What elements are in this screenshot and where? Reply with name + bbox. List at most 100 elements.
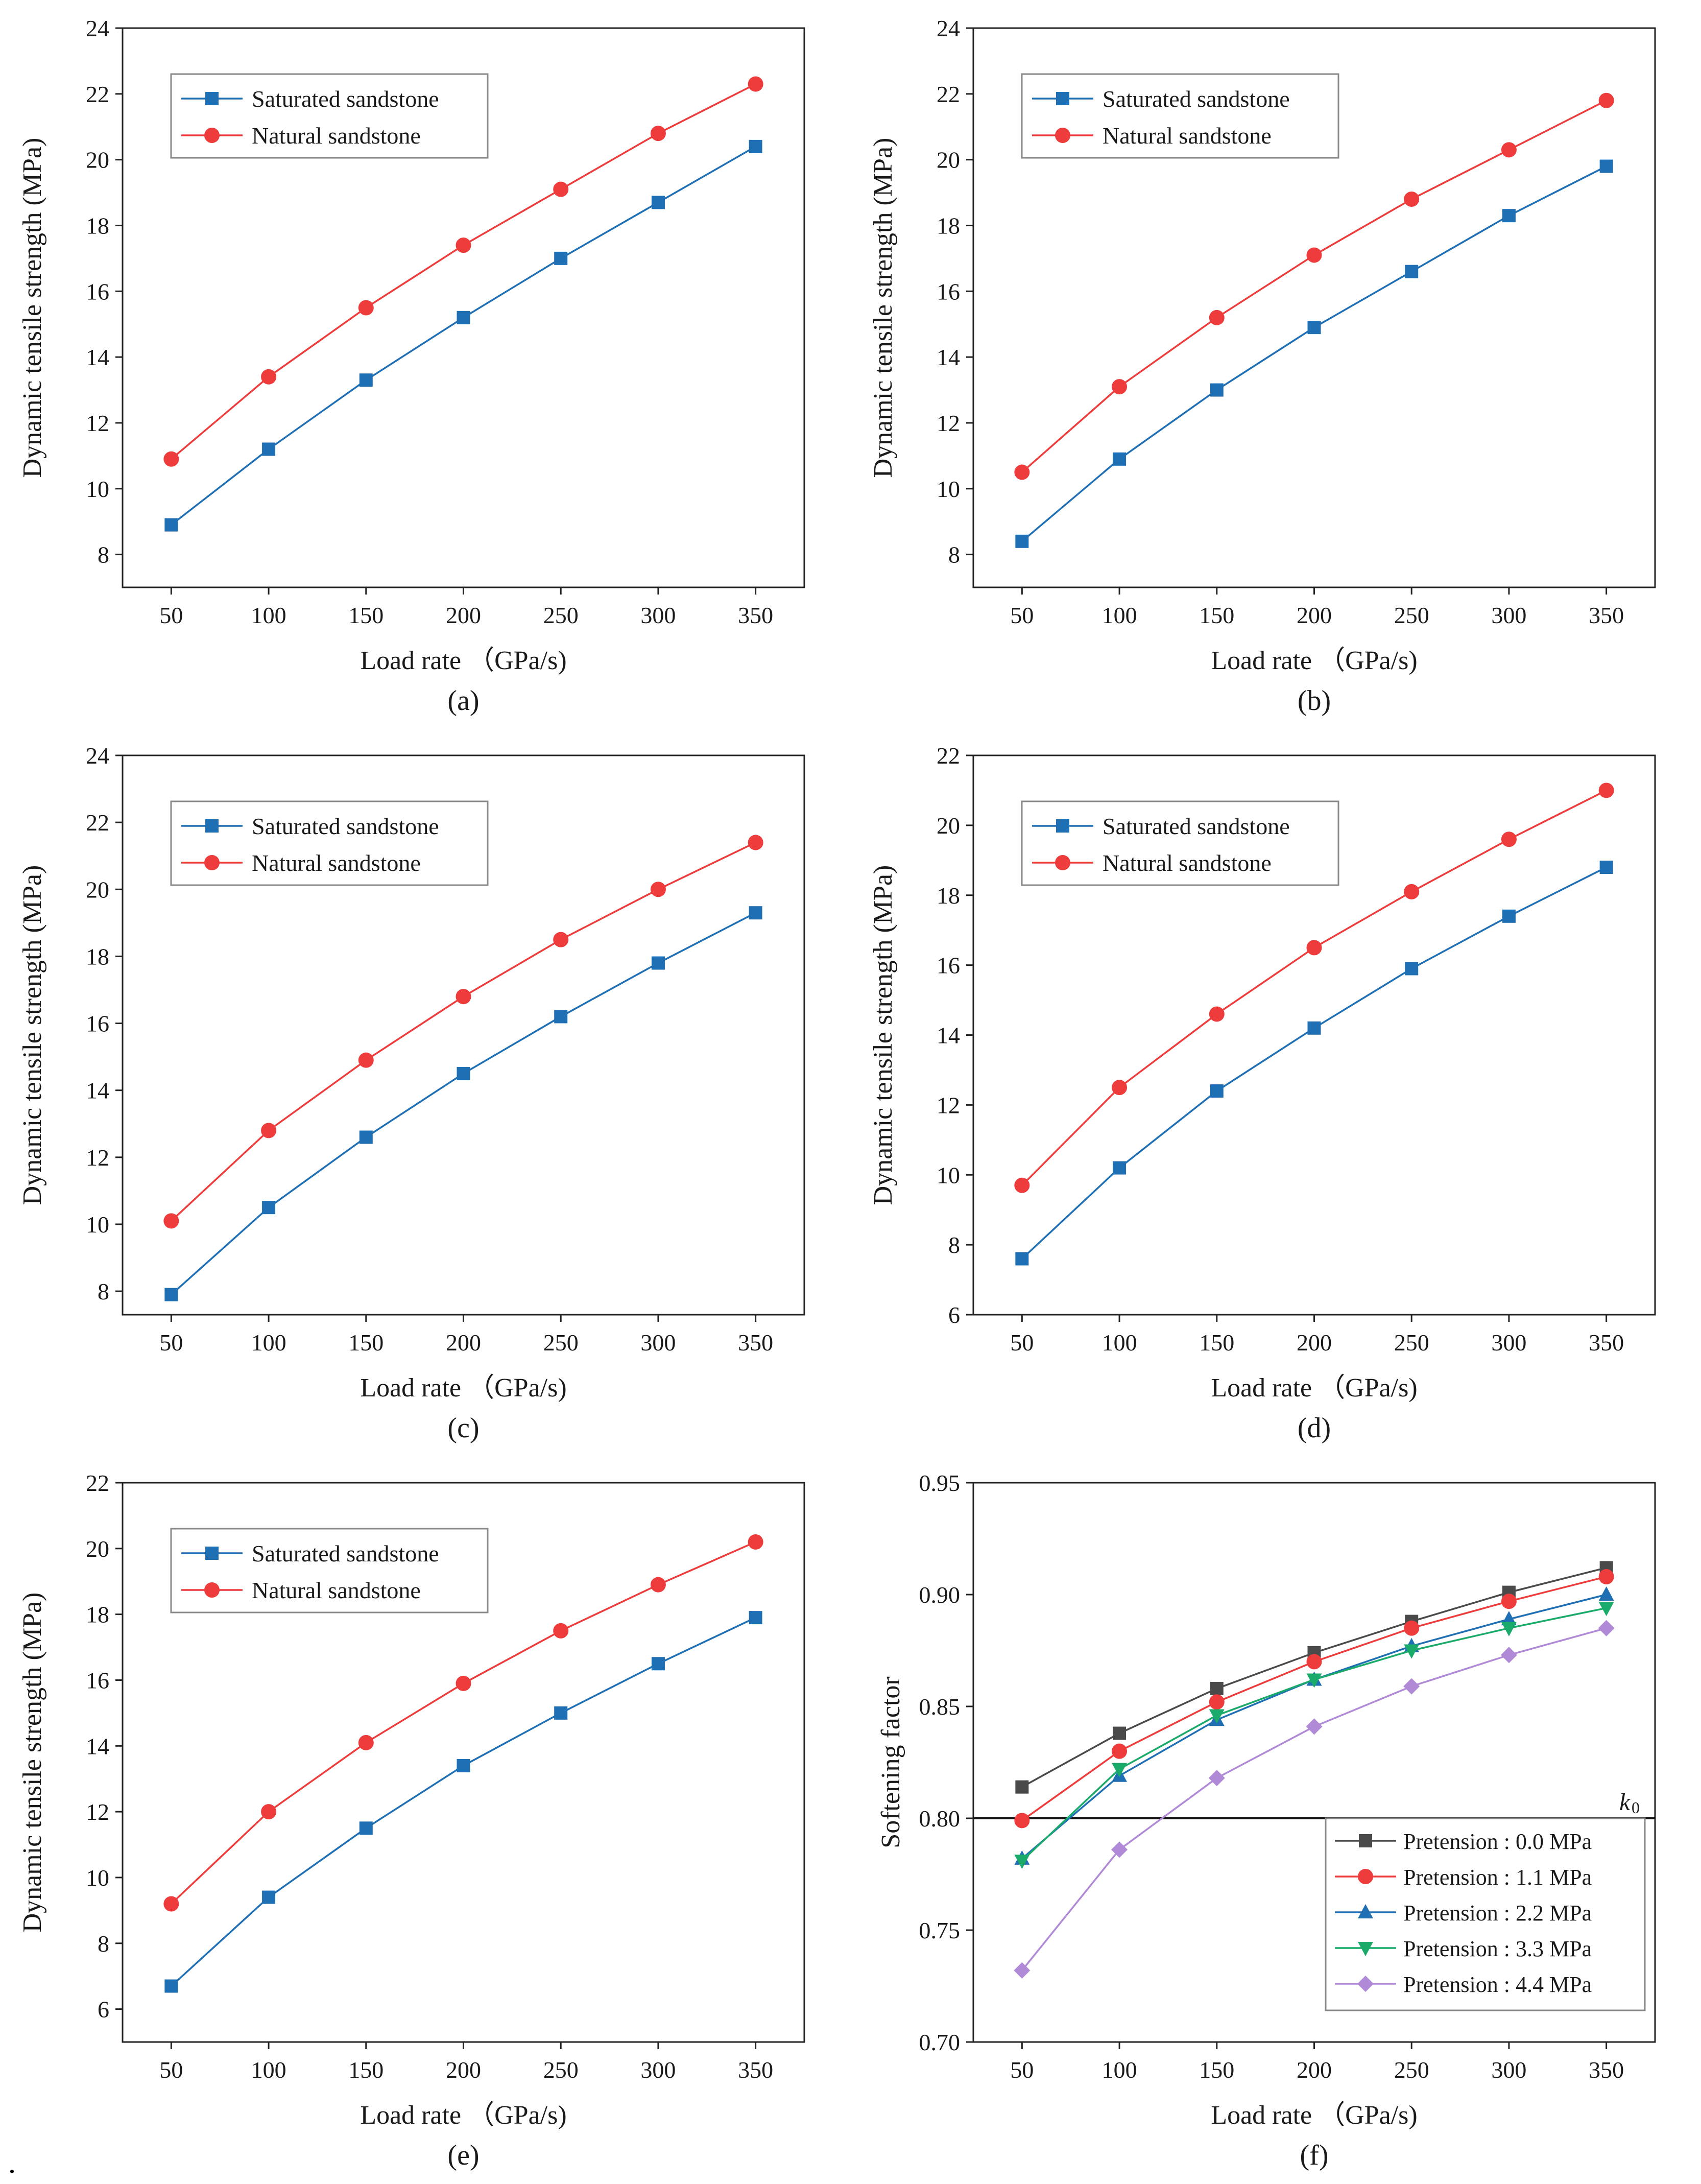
legend-label: Pretension : 2.2 MPa xyxy=(1403,1901,1592,1926)
data-point xyxy=(262,442,276,456)
data-point xyxy=(164,1288,178,1301)
y-tick-label: 10 xyxy=(86,1865,109,1891)
legend-box xyxy=(170,1528,489,1613)
x-tick-label: 350 xyxy=(1589,2057,1624,2083)
x-tick-label: 50 xyxy=(1010,1330,1034,1356)
data-point xyxy=(1501,1622,1517,1636)
y-tick-label: 12 xyxy=(86,1145,109,1171)
y-tick-label: 0.85 xyxy=(919,1694,961,1720)
panel-caption: (b) xyxy=(1298,685,1331,717)
data-point xyxy=(163,1896,179,1912)
series-1 xyxy=(1015,159,1613,548)
data-point xyxy=(1015,1252,1029,1266)
x-tick-label: 350 xyxy=(1589,602,1624,628)
y-axis-label: Dynamic tensile strength (MPa) xyxy=(869,865,898,1205)
y-tick-label: 14 xyxy=(937,1023,960,1049)
series-2 xyxy=(1014,92,1614,480)
legend-swatch-marker xyxy=(1055,855,1070,870)
y-tick-label: 24 xyxy=(937,15,960,41)
data-point xyxy=(1111,1841,1128,1858)
x-tick-label: 100 xyxy=(251,2057,286,2083)
x-tick-label: 200 xyxy=(446,602,481,628)
panel-a: 50 100 150 200 250 300 350 8 10 12 14 16 18 20 22 24 Loa… xyxy=(0,0,850,727)
chart-d: 50 100 150 200 250 300 350 6 8 10 12 14 16 18 20 22 Load… xyxy=(869,743,1656,1444)
data-point xyxy=(1598,1586,1614,1601)
y-tick-label: 8 xyxy=(948,1232,960,1258)
data-point xyxy=(748,76,763,92)
y-tick-label: 0.95 xyxy=(919,1470,961,1496)
panel-f: 50 100 150 200 250 300 350 0.70 0.75 0.80 0.85 0.90… xyxy=(851,1455,1701,2181)
x-tick-label: 150 xyxy=(348,1330,384,1356)
legend-box xyxy=(170,73,489,159)
data-point xyxy=(1014,1855,1030,1869)
y-tick-label: 18 xyxy=(937,212,960,239)
series-1 xyxy=(164,1611,762,1993)
y-tick-label: 18 xyxy=(86,1602,109,1628)
data-point xyxy=(1113,1161,1127,1175)
reference-line-label: k xyxy=(1619,1789,1631,1816)
legend: Pretension : 0.0 MPa Pretension : 1.1 MPa… xyxy=(1325,1817,1646,2011)
data-point xyxy=(553,181,569,197)
panel-d: 50 100 150 200 250 300 350 6 8 10 12 14 16 18 20 22 Load… xyxy=(851,727,1701,1454)
data-point xyxy=(749,139,762,153)
legend: Saturated sandstone Natural sandstone xyxy=(170,1528,489,1613)
y-tick-label: 12 xyxy=(937,410,960,436)
trailing-mark: . xyxy=(8,2146,16,2179)
data-point xyxy=(1112,379,1128,395)
data-point xyxy=(554,1706,568,1720)
series-1 xyxy=(164,906,762,1301)
y-tick-label: 8 xyxy=(98,1278,109,1304)
data-point xyxy=(1502,209,1516,223)
data-point xyxy=(1307,1021,1321,1035)
x-tick-label: 150 xyxy=(1199,602,1234,628)
x-tick-label: 200 xyxy=(446,2057,481,2083)
y-axis-label: Dynamic tensile strength (MPa) xyxy=(18,1593,47,1933)
x-tick-label: 300 xyxy=(640,2057,676,2083)
legend-swatch-marker xyxy=(1358,1869,1373,1884)
x-tick-label: 250 xyxy=(1394,2057,1429,2083)
x-tick-label: 300 xyxy=(640,1330,676,1356)
x-tick-label: 200 xyxy=(446,1330,481,1356)
x-tick-label: 250 xyxy=(543,602,579,628)
data-point xyxy=(457,1066,470,1080)
chart-b: 50 100 150 200 250 300 350 8 10 12 14 16 18 20 22 24 Loa… xyxy=(869,15,1656,717)
data-point xyxy=(553,1623,569,1639)
data-point xyxy=(456,989,471,1005)
data-point xyxy=(359,373,373,387)
legend: Saturated sandstone Natural sandstone xyxy=(1021,73,1339,159)
data-point xyxy=(164,1979,178,1993)
data-point xyxy=(1306,1718,1323,1735)
legend: Saturated sandstone Natural sandstone xyxy=(170,73,489,159)
x-tick-label: 100 xyxy=(1102,602,1137,628)
legend-box xyxy=(170,800,489,886)
legend-label: Pretension : 4.4 MPa xyxy=(1403,1972,1592,1997)
y-tick-label: 12 xyxy=(937,1092,960,1118)
y-tick-label: 10 xyxy=(937,476,960,502)
y-tick-label: 16 xyxy=(937,953,960,979)
series-line xyxy=(171,841,756,1222)
data-point xyxy=(1112,1080,1128,1096)
panel-c: 50 100 150 200 250 300 350 8 10 12 14 16 18 20 22 24 Loa… xyxy=(0,727,850,1454)
legend-swatch-marker xyxy=(204,128,220,143)
x-axis-label: Load rate （GPa/s) xyxy=(360,2101,566,2130)
x-tick-label: 50 xyxy=(1010,2057,1034,2083)
series-2 xyxy=(163,1534,763,1912)
chart-e: 50 100 150 200 250 300 350 6 8 10 12 14 16 18 20 22 Load… xyxy=(18,1470,805,2171)
y-tick-label: 16 xyxy=(86,278,109,304)
y-tick-label: 14 xyxy=(937,344,960,370)
data-point xyxy=(1014,1177,1030,1193)
legend-swatch-marker xyxy=(1056,92,1069,105)
y-tick-label: 6 xyxy=(98,1997,109,2023)
x-tick-label: 350 xyxy=(738,2057,773,2083)
data-point xyxy=(1112,1743,1128,1759)
legend: Saturated sandstone Natural sandstone xyxy=(1021,800,1339,886)
legend-swatch-marker xyxy=(1056,819,1069,833)
data-point xyxy=(749,906,762,920)
legend-label: Saturated sandstone xyxy=(1103,86,1290,112)
y-tick-label: 20 xyxy=(937,813,960,839)
y-tick-label: 0.70 xyxy=(919,2029,961,2055)
x-axis-label: Load rate （GPa/s) xyxy=(360,646,566,675)
data-point xyxy=(1403,1678,1420,1695)
y-tick-label: 14 xyxy=(86,1733,109,1759)
data-point xyxy=(651,1657,665,1671)
